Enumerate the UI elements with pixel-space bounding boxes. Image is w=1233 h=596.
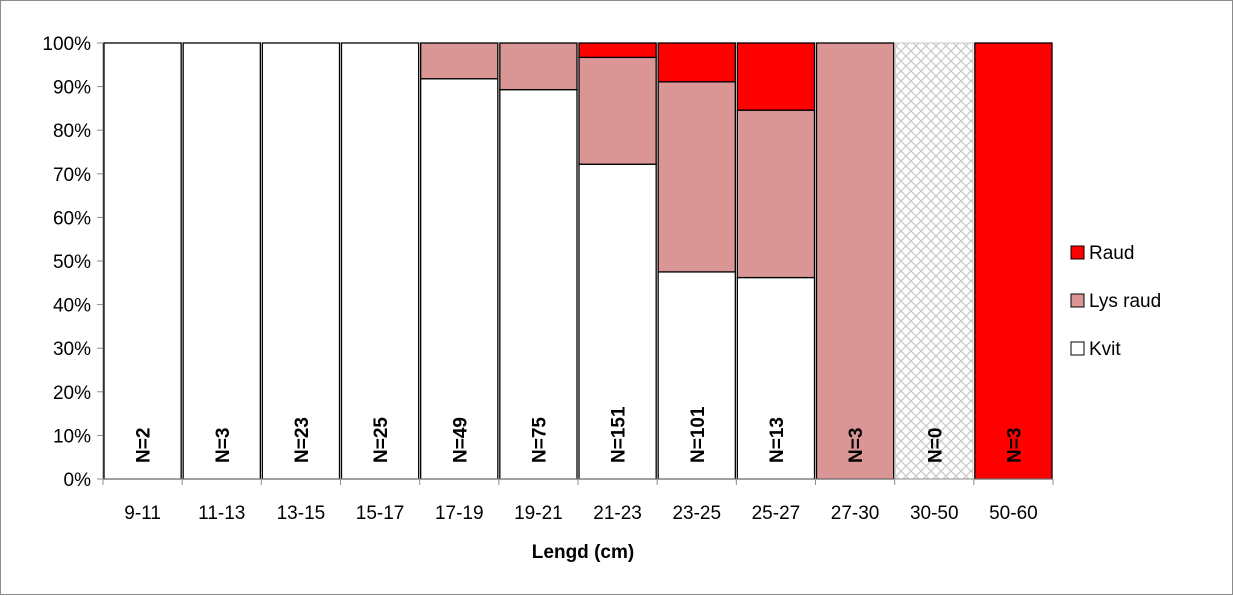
bar-no-data — [895, 42, 974, 480]
bar-segment-lys-raud — [499, 42, 578, 91]
y-tick-label: 70% — [53, 165, 91, 186]
n-label: N=0 — [925, 428, 946, 463]
bar-segment-kvit — [340, 42, 420, 480]
x-tick-label: 15-17 — [356, 503, 405, 524]
n-label: N=13 — [767, 417, 788, 463]
bar-segment-raud — [736, 42, 816, 111]
n-label: N=3 — [213, 428, 234, 463]
y-tick-label: 20% — [53, 383, 91, 404]
x-tick-label: 30-50 — [910, 503, 959, 524]
n-label: N=151 — [609, 406, 630, 463]
bar-segment-lys-raud — [657, 81, 736, 273]
n-label: N=101 — [688, 406, 709, 463]
y-axis: 0% 10% 20% 30% 40% 50% 60% 70% 80% 90% 100% — [42, 34, 104, 491]
bar-segment-raud — [974, 42, 1053, 480]
bar-segment-lys-raud — [815, 42, 895, 480]
x-tick-label: 13-15 — [277, 503, 326, 524]
bar-segment-kvit — [420, 78, 499, 480]
y-tick-label: 100% — [42, 34, 91, 55]
bar-segment-lys-raud — [578, 56, 657, 165]
y-tick-label: 90% — [53, 78, 91, 99]
n-label: N=75 — [529, 417, 550, 463]
bar-segment-raud — [578, 42, 657, 59]
x-tick-label: 50-60 — [989, 503, 1038, 524]
x-tick-label: 23-25 — [672, 503, 721, 524]
legend: Raud Lys raud Kvit — [1070, 243, 1161, 360]
x-tick-label: 17-19 — [435, 503, 484, 524]
bar-segment-lys-raud — [736, 109, 816, 279]
y-tick-label: 0% — [64, 470, 92, 491]
bar-segment-kvit — [103, 42, 182, 480]
y-tick-label: 40% — [53, 296, 91, 317]
bar-segment-kvit — [499, 89, 578, 480]
bar-segment-kvit — [261, 42, 341, 480]
x-axis: 9-11 11-13 13-15 15-17 17-19 19-21 21-23 23-25 2… — [102, 478, 1054, 524]
y-tick-label: 80% — [53, 121, 91, 142]
legend-swatch-kvit — [1070, 341, 1085, 356]
n-labels: N=2 N=3 N=23 N=25 N=49 N=75 N=151 N=101 N=13 N=3 N… — [134, 406, 1026, 463]
x-axis-title: Lengd (cm) — [532, 542, 634, 563]
legend-label: Raud — [1089, 243, 1134, 264]
n-label: N=23 — [292, 417, 313, 463]
n-label: N=3 — [846, 428, 867, 463]
n-label: N=2 — [134, 428, 155, 463]
bars — [103, 42, 1053, 480]
y-tick-label: 30% — [53, 339, 91, 360]
n-label: N=25 — [371, 417, 392, 463]
y-tick-label: 60% — [53, 208, 91, 229]
legend-label: Lys raud — [1089, 291, 1161, 312]
x-tick-label: 9-11 — [124, 503, 161, 524]
n-label: N=3 — [1004, 428, 1025, 463]
bar-segment-raud — [657, 42, 736, 83]
legend-label: Kvit — [1089, 339, 1121, 360]
x-tick-label: 11-13 — [198, 503, 245, 524]
bar-segment-kvit — [182, 42, 261, 480]
x-tick-label: 25-27 — [752, 503, 801, 524]
y-tick-label: 50% — [53, 252, 91, 273]
legend-swatch-lys-raud — [1070, 293, 1085, 308]
x-tick-label: 27-30 — [831, 503, 880, 524]
y-tick-label: 10% — [53, 426, 91, 447]
bar-segment-lys-raud — [420, 42, 499, 80]
legend-swatch-raud — [1070, 245, 1085, 260]
x-tick-label: 21-23 — [593, 503, 642, 524]
n-label: N=49 — [450, 417, 471, 463]
x-tick-label: 19-21 — [514, 503, 563, 524]
